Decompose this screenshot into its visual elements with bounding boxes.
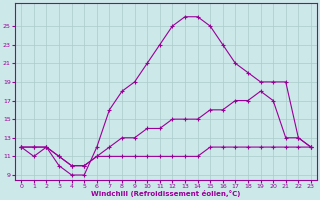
X-axis label: Windchill (Refroidissement éolien,°C): Windchill (Refroidissement éolien,°C) xyxy=(92,190,241,197)
